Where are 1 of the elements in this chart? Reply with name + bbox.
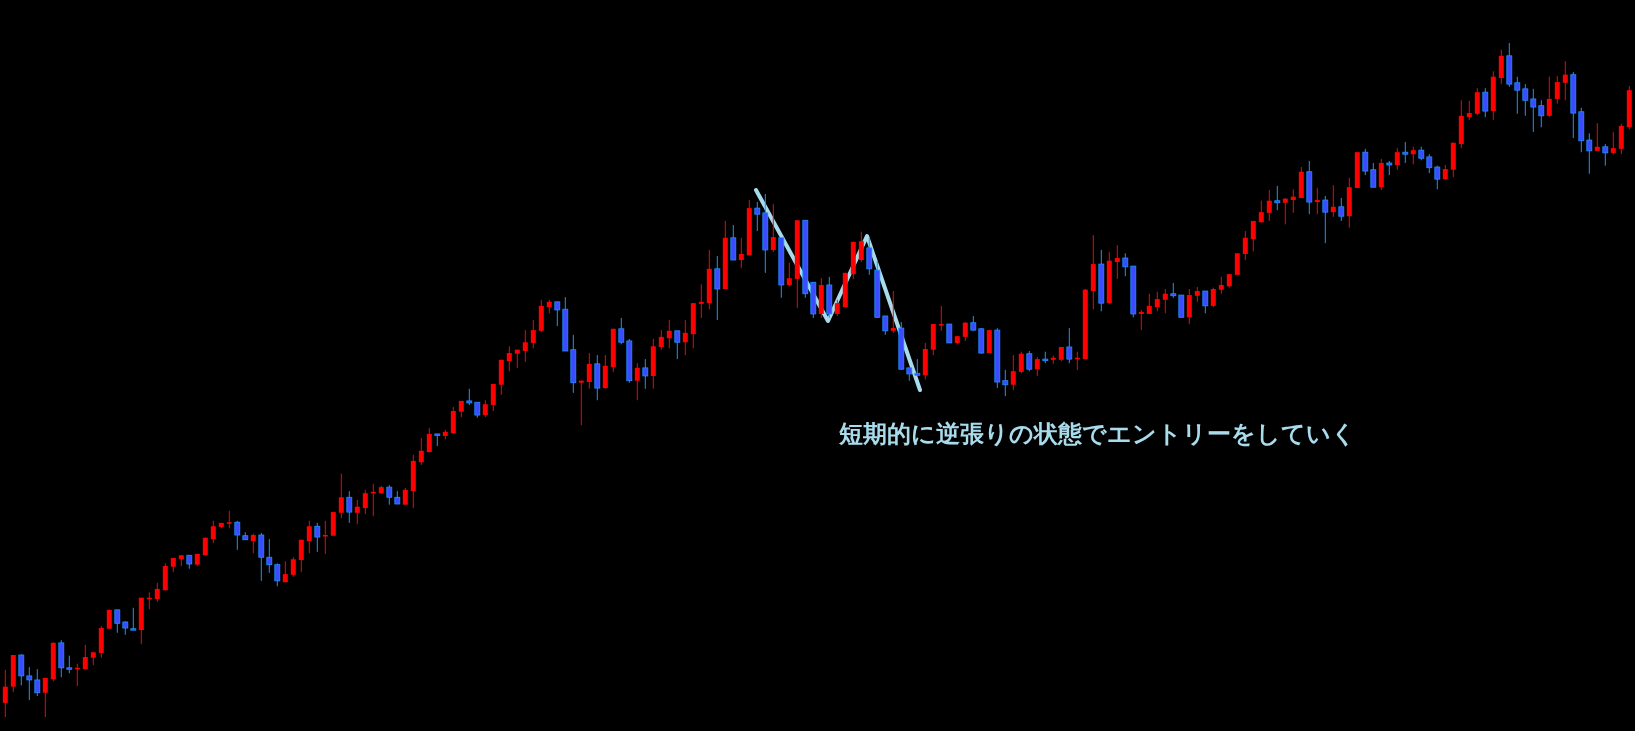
annotation: 短期的に逆張りの状態でエントリーをしていく [838,420,1356,448]
